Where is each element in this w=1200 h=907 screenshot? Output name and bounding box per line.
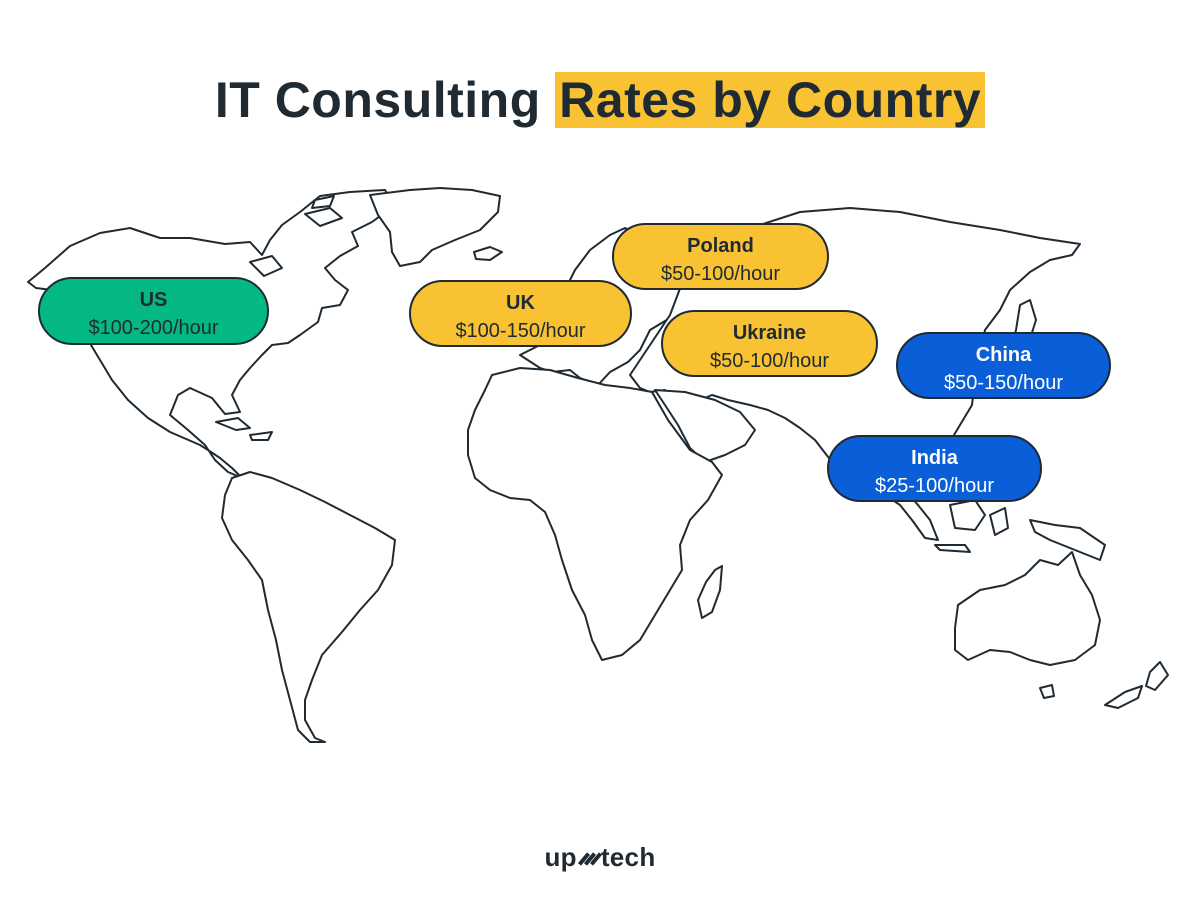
marker-country: US: [139, 289, 168, 311]
marker-rate: $50-100/hour: [661, 263, 780, 285]
hash-mark-icon: [577, 850, 602, 868]
marker-rate: $50-100/hour: [710, 350, 829, 372]
marker-country: China: [975, 344, 1032, 366]
marker-poland[interactable]: Poland $50-100/hour: [612, 223, 829, 290]
arabian-peninsula: [654, 389, 756, 463]
marker-ukraine[interactable]: Ukraine $50-100/hour: [661, 310, 878, 377]
marker-country: Ukraine: [732, 322, 807, 344]
title-part-highlight: Rates by Country: [555, 72, 986, 128]
greenland: [369, 187, 501, 267]
page-title: IT Consulting Rates by Country: [0, 68, 1200, 132]
marker-india[interactable]: India $25-100/hour: [827, 435, 1042, 502]
new-zealand: [1104, 661, 1169, 709]
africa: [467, 367, 723, 661]
logo-text-left: up: [544, 842, 577, 872]
marker-rate: $50-150/hour: [944, 372, 1063, 394]
tasmania: [1039, 684, 1055, 699]
madagascar: [697, 565, 723, 619]
title-part-plain: IT Consulting: [214, 72, 556, 128]
marker-uk[interactable]: UK $100-150/hour: [409, 280, 632, 347]
iceland: [473, 246, 503, 261]
southeast-asia-islands: [934, 499, 1106, 561]
marker-china[interactable]: China $50-150/hour: [896, 332, 1111, 399]
uptech-logo: up tech: [0, 842, 1200, 873]
arctic-islands: [249, 195, 343, 277]
marker-rate: $100-150/hour: [455, 320, 586, 342]
marker-rate: $25-100/hour: [875, 475, 994, 497]
marker-rate: $100-200/hour: [88, 317, 219, 339]
marker-country: India: [911, 447, 958, 469]
marker-country: Poland: [687, 235, 754, 257]
south-america: [221, 471, 396, 743]
australia: [954, 551, 1101, 666]
marker-us[interactable]: US $100-200/hour: [38, 277, 269, 345]
logo-text-right: tech: [600, 842, 656, 872]
caribbean-islands: [215, 417, 273, 441]
marker-country: UK: [506, 292, 535, 314]
